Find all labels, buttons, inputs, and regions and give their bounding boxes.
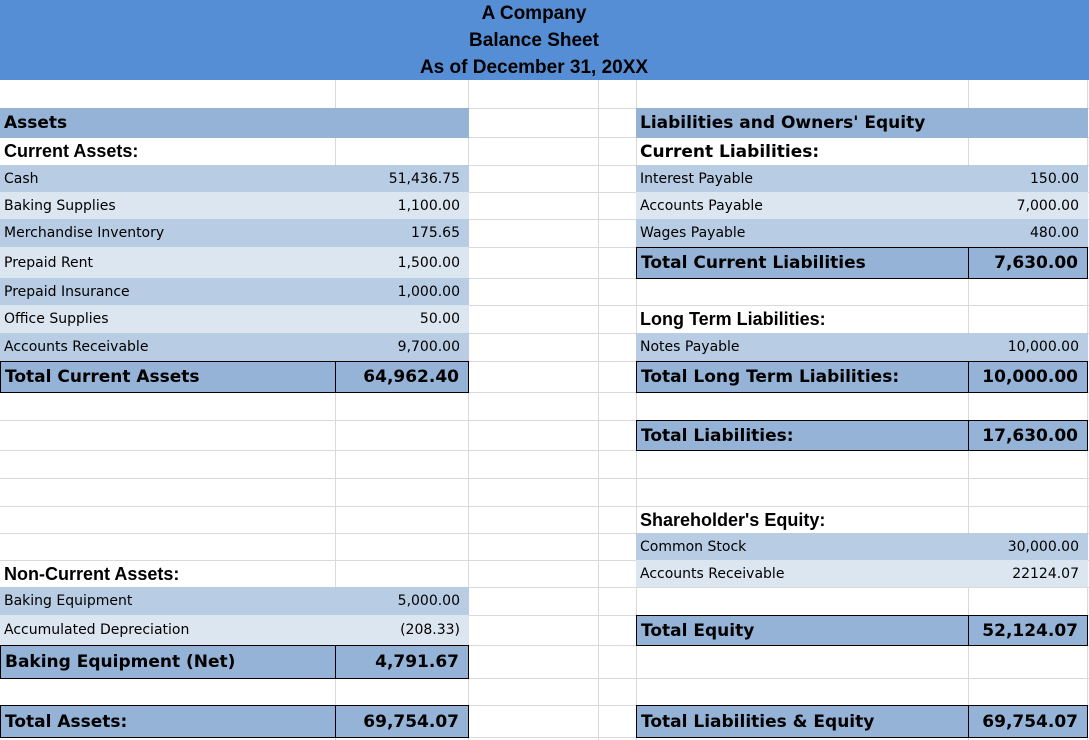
sheet-date: As of December 31, 20XX	[419, 57, 649, 78]
row-line	[0, 392, 1089, 393]
row-value: 64,962.40	[335, 361, 469, 393]
row-line	[0, 705, 1089, 706]
header-band: A Company Balance Sheet As of December 3…	[0, 0, 1089, 80]
row-value: 50.00	[335, 305, 469, 334]
row-line	[0, 219, 1089, 220]
row-line	[0, 420, 1089, 421]
row-value: 30,000.00	[968, 533, 1088, 561]
row-label: Accounts Payable	[636, 192, 969, 220]
row-value: 10,000.00	[968, 333, 1088, 362]
row-value: (208.33)	[335, 615, 469, 646]
group-heading: Non-Current Assets:	[4, 563, 180, 584]
row-label: Prepaid Insurance	[0, 278, 336, 306]
row-label: Prepaid Rent	[0, 247, 336, 279]
row-label: Baking Equipment (Net)	[0, 645, 336, 679]
row-line	[0, 247, 1089, 248]
row-line	[0, 450, 1089, 451]
row-line	[0, 108, 1089, 109]
row-value: 5,000.00	[335, 587, 469, 616]
row-label: Total Liabilities & Equity	[636, 705, 969, 738]
row-value: 4,791.67	[335, 645, 469, 679]
section-heading: Assets	[0, 108, 469, 138]
row-value: 69,754.07	[335, 705, 469, 738]
row-line	[0, 737, 1089, 738]
row-line	[0, 678, 1089, 679]
col-line	[968, 80, 969, 740]
row-label: Accumulated Depreciation	[0, 615, 336, 646]
row-value: 1,500.00	[335, 247, 469, 279]
row-label: Total Current Assets	[0, 361, 336, 393]
row-label: Baking Equipment	[0, 587, 336, 616]
row-line	[0, 478, 1089, 479]
row-line	[0, 333, 1089, 334]
row-label: Total Current Liabilities	[636, 247, 969, 279]
row-label: Notes Payable	[636, 333, 969, 362]
row-label: Common Stock	[636, 533, 969, 561]
row-value: 7,000.00	[968, 192, 1088, 220]
row-value: 10,000.00	[968, 361, 1088, 393]
row-line	[0, 278, 1089, 279]
row-line	[0, 615, 1089, 616]
row-line	[0, 165, 1089, 166]
row-label: Total Liabilities:	[636, 420, 969, 451]
row-value: 22124.07	[968, 560, 1088, 588]
row-label: Total Assets:	[0, 705, 336, 738]
group-heading: Current Assets:	[4, 141, 139, 161]
group-heading: Current Liabilities:	[640, 141, 820, 162]
row-line	[0, 361, 1089, 362]
row-label: Merchandise Inventory	[0, 219, 336, 248]
row-label: Office Supplies	[0, 305, 336, 334]
row-label: Baking Supplies	[0, 192, 336, 220]
row-label: Total Equity	[636, 615, 969, 646]
row-value: 7,630.00	[968, 247, 1088, 279]
row-line	[0, 192, 1089, 193]
row-label: Cash	[0, 165, 336, 193]
row-label: Interest Payable	[636, 165, 969, 193]
section-heading: Liabilities and Owners' Equity	[636, 108, 1088, 138]
row-line	[0, 506, 1089, 507]
row-value: 17,630.00	[968, 420, 1088, 451]
col-line	[468, 80, 469, 740]
col-line	[636, 80, 637, 740]
col-line	[598, 80, 599, 740]
row-label: Total Long Term Liabilities:	[636, 361, 969, 393]
row-value: 175.65	[335, 219, 469, 248]
row-value: 1,100.00	[335, 192, 469, 220]
sheet-title: Balance Sheet	[469, 30, 599, 51]
row-value: 52,124.07	[968, 615, 1088, 646]
row-line	[0, 137, 1089, 138]
company-name: A Company	[481, 3, 587, 24]
row-value: 51,436.75	[335, 165, 469, 193]
row-value: 1,000.00	[335, 278, 469, 306]
col-line	[335, 80, 336, 740]
row-value: 150.00	[968, 165, 1088, 193]
row-label: Wages Payable	[636, 219, 969, 248]
row-line	[0, 587, 1089, 588]
row-line	[0, 645, 1089, 646]
row-label: Accounts Receivable	[0, 333, 336, 362]
row-value: 480.00	[968, 219, 1088, 248]
row-line	[0, 305, 1089, 306]
row-line	[0, 560, 1089, 561]
group-heading: Long Term Liabilities:	[640, 309, 826, 329]
row-label: Accounts Receivable	[636, 560, 969, 588]
row-value: 9,700.00	[335, 333, 469, 362]
col-line	[1087, 80, 1088, 740]
row-line	[0, 533, 1089, 534]
row-value: 69,754.07	[968, 705, 1088, 738]
group-heading: Shareholder's Equity:	[640, 509, 826, 530]
